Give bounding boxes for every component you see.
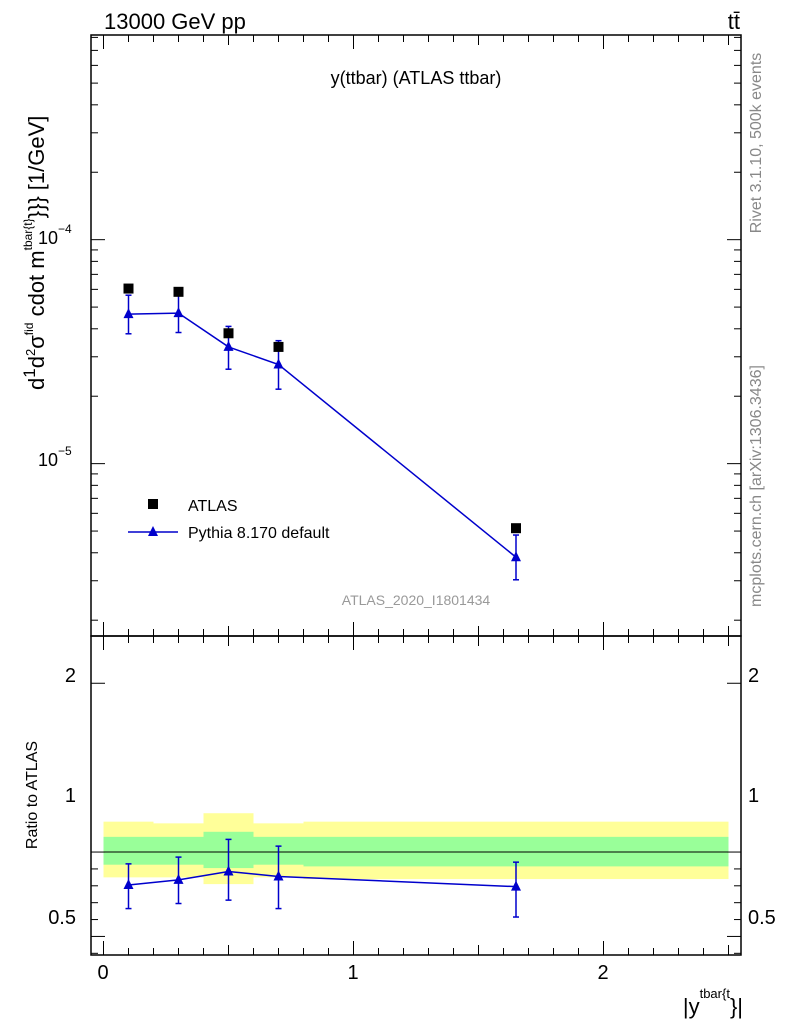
ratio-plot-axes xyxy=(91,636,741,955)
main-plot-axes xyxy=(91,35,741,636)
y-axis-label-text: d1d2σfid cdot mtbar{t}}}} [1/GeV] xyxy=(20,116,49,390)
ratio-point xyxy=(123,878,134,889)
ytick-label-1e-5-exp: −5 xyxy=(58,444,72,458)
ylabel-1: 1 xyxy=(20,368,39,377)
ratio-point xyxy=(273,870,284,881)
ratio-ytick-left-2: 2 xyxy=(65,665,76,687)
main-plot-frame xyxy=(90,34,742,637)
ratio-point xyxy=(511,880,521,891)
ratio-plot-marks xyxy=(123,838,521,918)
ytick-label-1e-5: 10 −5 xyxy=(38,444,72,470)
header-left: 13000 GeV pp xyxy=(104,9,246,34)
plot-title: y(ttbar) (ATLAS ttbar) xyxy=(331,68,502,88)
ylabel-cdot-m: cdot m xyxy=(24,250,49,322)
ratio-ytick-right-2: 2 xyxy=(748,665,759,687)
main-plot-marks xyxy=(123,283,521,581)
ratio-y-axis-label: Ratio to ATLAS xyxy=(24,741,41,849)
ratio-bands xyxy=(103,813,729,885)
pythia-point xyxy=(123,308,134,319)
rivet-label: Rivet 3.1.10, 500k events xyxy=(748,53,765,234)
ratio-plot-frame xyxy=(90,635,742,956)
analysis-watermark: ATLAS_2020_I1801434 xyxy=(342,592,491,608)
main-plot-panel: y(ttbar) (ATLAS ttbar) ATLAS_2020_I18014… xyxy=(20,34,742,637)
xlabel-y: |y xyxy=(683,994,700,1019)
ylabel-end: }}} [1/GeV] xyxy=(24,116,49,219)
pythia-point xyxy=(511,551,521,562)
ylabel-sup2: 2 xyxy=(23,349,38,356)
atlas-point xyxy=(511,523,521,534)
pythia-line xyxy=(128,312,517,558)
ytick-label-1e-4: 10 −4 xyxy=(38,222,72,248)
ylabel-sigma: σ xyxy=(24,335,49,349)
ratio-ytick-right-1: 1 xyxy=(748,785,759,807)
atlas-point xyxy=(223,328,234,339)
pythia-point xyxy=(273,358,284,369)
xtick-label-0: 0 xyxy=(97,962,108,984)
xtick-label-1: 1 xyxy=(347,962,358,984)
x-axis-label: |ytbar{t}| xyxy=(683,986,743,1019)
ratio-point xyxy=(173,873,184,884)
legend-atlas-label: ATLAS xyxy=(188,498,238,515)
ylabel-m-sup: tbar{t} xyxy=(21,218,35,250)
legend-pythia-label: Pythia 8.170 default xyxy=(188,525,330,542)
legend-atlas-marker xyxy=(148,499,158,509)
ylabel-d: d xyxy=(24,378,49,390)
xtick-label-2: 2 xyxy=(597,962,608,984)
ratio-plot-panel: Ratio to ATLAS 2 1 0.5 2 1 0.5 0 1 2 |yt… xyxy=(24,635,776,1019)
xlabel-sup: tbar{t xyxy=(700,986,731,1001)
mcplots-label: mcplots.cern.ch [arXiv:1306.3436] xyxy=(748,365,765,607)
ytick-label-1e-5-base: 10 xyxy=(38,450,58,470)
main-y-axis-label: d1d2σfid cdot mtbar{t}}}} [1/GeV] xyxy=(20,116,49,390)
atlas-point xyxy=(273,341,284,352)
ratio-ytick-left-1: 1 xyxy=(65,785,76,807)
ylabel-fid: fid xyxy=(22,323,36,336)
ytick-label-1e-4-base: 10 xyxy=(38,228,58,248)
xlabel-end: }| xyxy=(730,994,743,1019)
ratio-point xyxy=(223,865,234,876)
ratio-ytick-right-05: 0.5 xyxy=(748,907,776,929)
atlas-point xyxy=(123,283,134,294)
atlas-point xyxy=(173,286,184,297)
ratio-ytick-left-05: 0.5 xyxy=(48,907,76,929)
green-band xyxy=(103,836,154,865)
legend-pythia-marker xyxy=(148,526,158,536)
legend: ATLAS Pythia 8.170 default xyxy=(128,498,330,542)
header-right: tt̄ xyxy=(728,9,740,34)
pythia-point xyxy=(223,340,234,351)
ylabel-d2: d xyxy=(24,356,49,368)
pythia-point xyxy=(173,307,184,318)
ytick-label-1e-4-exp: −4 xyxy=(58,222,72,236)
